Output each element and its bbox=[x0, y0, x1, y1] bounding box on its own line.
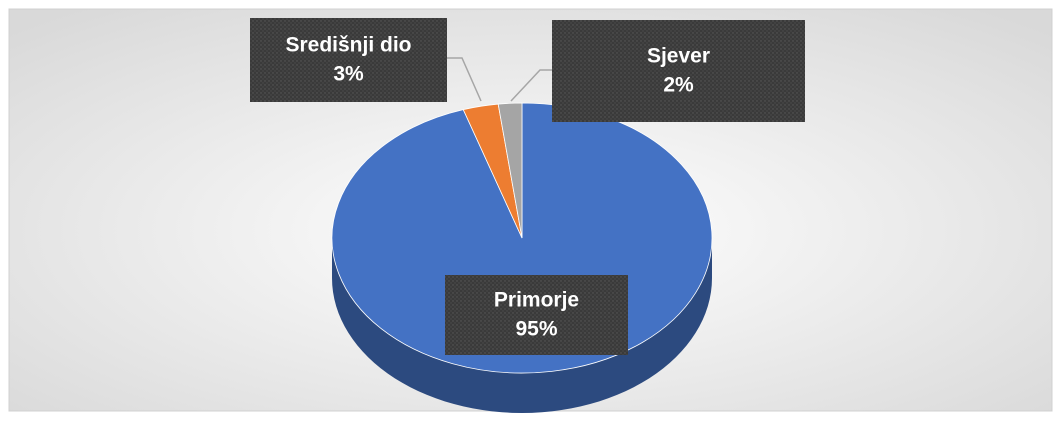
category-label: Primorje bbox=[494, 289, 579, 312]
label-box bbox=[552, 20, 805, 122]
leader-line bbox=[447, 57, 482, 102]
category-label: Središnji dio bbox=[285, 34, 411, 57]
value-label: 95% bbox=[515, 318, 557, 341]
data-labels: Primorje 95% Središnji dio 3% Sjever 2% bbox=[250, 18, 805, 355]
category-label: Sjever bbox=[647, 45, 710, 68]
slice bbox=[497, 102, 523, 239]
value-label: 3% bbox=[333, 63, 364, 86]
label-box bbox=[250, 18, 447, 102]
value-label: 2% bbox=[663, 74, 694, 97]
leader-line bbox=[510, 69, 552, 102]
label-box bbox=[445, 275, 628, 355]
pie bbox=[331, 102, 713, 413]
slice-side bbox=[332, 238, 712, 413]
